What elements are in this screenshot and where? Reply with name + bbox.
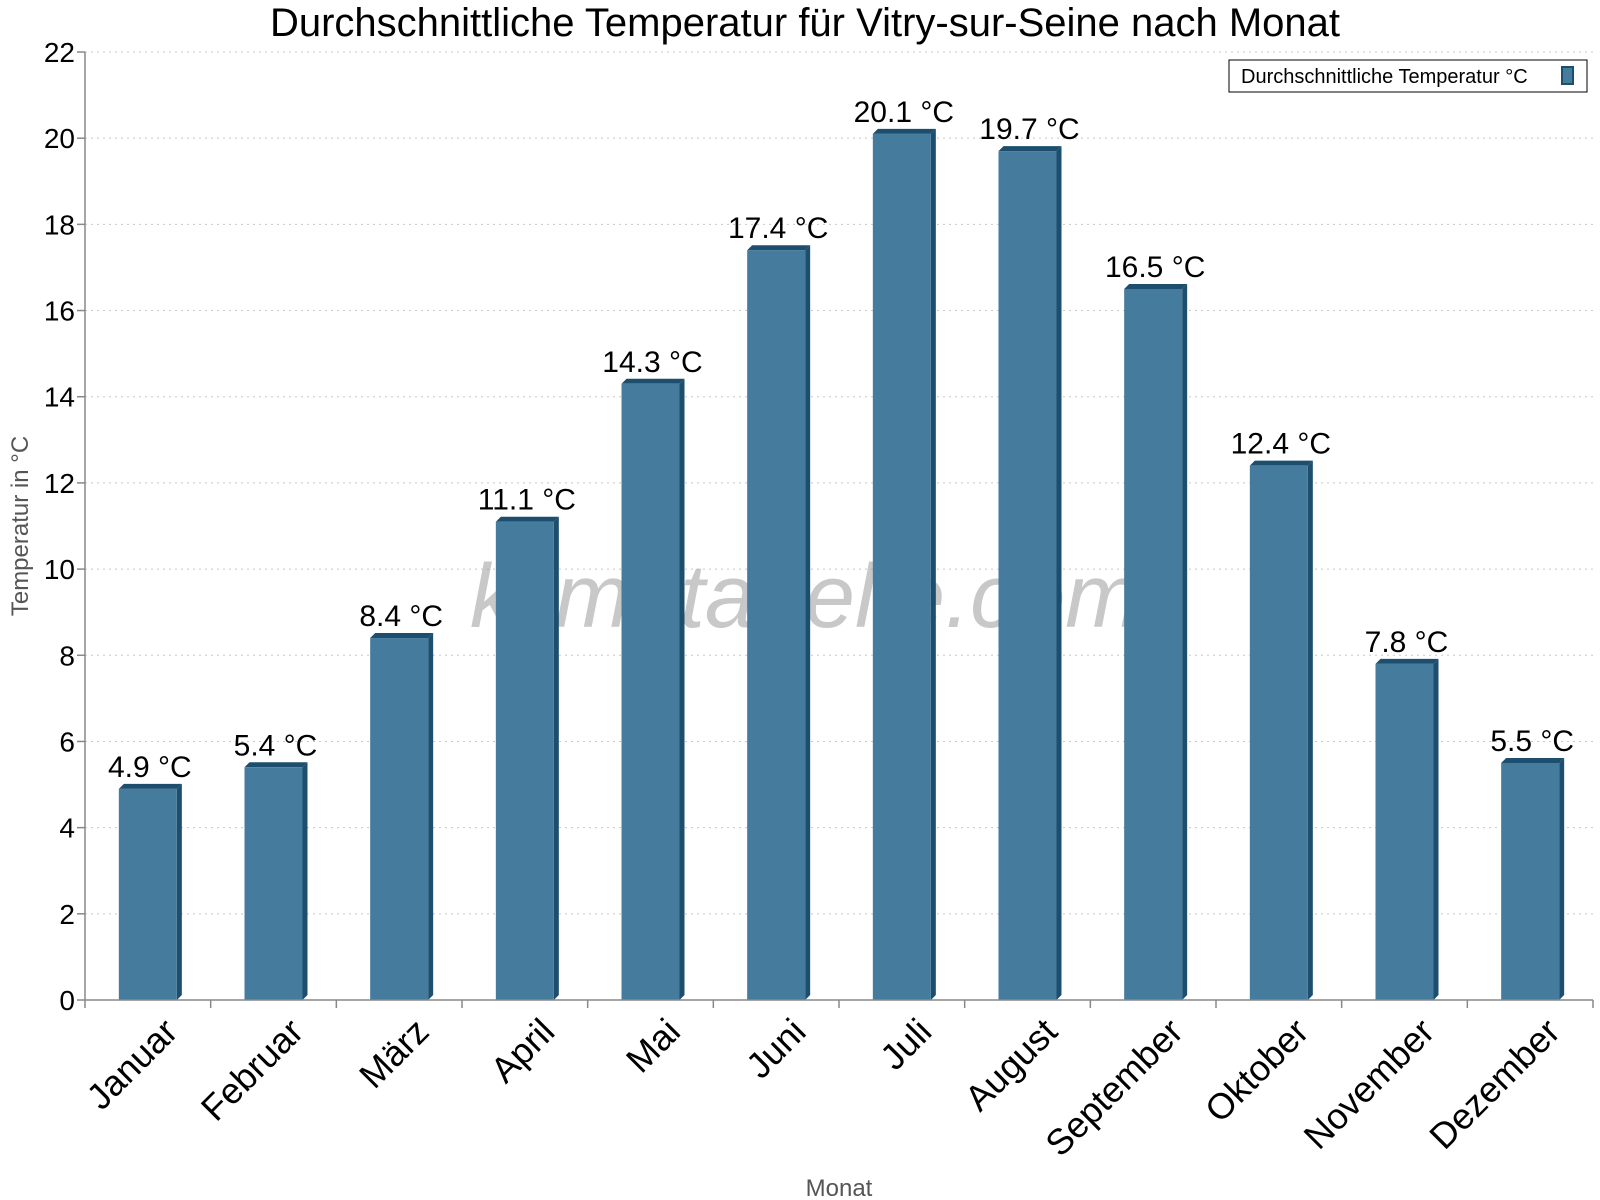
y-tick-label: 2 — [59, 899, 75, 930]
bar-face — [1249, 465, 1308, 1000]
bar-side — [1559, 758, 1565, 1000]
value-label: 7.8 °C — [1365, 626, 1449, 659]
bar-top — [998, 146, 1062, 152]
x-tick-label: Januar — [78, 1010, 185, 1117]
bar-top — [621, 378, 685, 384]
legend-label: Durchschnittliche Temperatur °C — [1241, 66, 1528, 88]
y-tick-label: 0 — [59, 985, 75, 1016]
x-tick-label: März — [351, 1010, 437, 1096]
bar — [621, 378, 685, 1000]
legend-swatch — [1561, 66, 1574, 85]
x-tick-label: September — [1037, 1010, 1191, 1164]
bar-top — [1124, 284, 1188, 289]
y-ticks: 0 2 4 6 8 10 12 14 16 18 20 22 — [44, 37, 85, 1016]
value-label: 19.7 °C — [979, 113, 1079, 146]
x-tick-label: Oktober — [1197, 1010, 1317, 1130]
bar-side — [930, 128, 936, 1000]
x-tick-label: November — [1296, 1010, 1442, 1156]
bar — [1375, 658, 1439, 1000]
bar-face — [370, 638, 429, 1000]
bar — [244, 762, 308, 1000]
bar-top — [1249, 460, 1313, 466]
y-axis-title: Temperatur in °C — [7, 436, 34, 616]
y-tick-label: 22 — [44, 37, 75, 68]
bar-top — [244, 762, 308, 768]
value-label: 5.4 °C — [234, 729, 318, 762]
x-ticks: Januar Februar März April Mai Juni Juli AugustS… — [78, 1000, 1594, 1164]
bar-side — [302, 762, 308, 1000]
value-label: 8.4 °C — [359, 600, 443, 633]
bar-top — [747, 245, 811, 251]
y-tick-label: 18 — [44, 209, 75, 240]
y-tick-label: 20 — [44, 123, 75, 154]
bar-top — [1375, 658, 1439, 664]
bar — [998, 146, 1062, 1001]
value-labels: 4.9 °C 5.4 °C 8.4 °C 11.1 °C 14.3 °C 17.4 °C 2… — [108, 96, 1574, 784]
bar-top — [872, 128, 936, 134]
y-tick-label: 6 — [59, 726, 75, 757]
bar — [1501, 758, 1565, 1000]
bar-face — [495, 521, 554, 1000]
bar — [1124, 284, 1188, 1000]
bar-face — [998, 151, 1057, 1001]
bar-face — [747, 250, 806, 1000]
bar-top — [118, 783, 182, 789]
bar-side — [679, 378, 685, 1000]
x-tick-label: Mai — [618, 1010, 688, 1080]
bar-side — [176, 783, 182, 1000]
value-label: 11.1 °C — [478, 484, 576, 517]
chart-title: Durchschnittliche Temperatur für Vitry-s… — [270, 1, 1340, 45]
y-tick-label: 8 — [59, 640, 75, 671]
bar-face — [621, 383, 680, 1000]
axes — [84, 52, 1593, 1001]
bar — [370, 633, 434, 1000]
y-tick-label: 16 — [44, 296, 75, 327]
bar — [118, 783, 182, 1000]
bar-side — [1433, 658, 1439, 1000]
y-tick-label: 4 — [59, 813, 75, 844]
bar-side — [1182, 284, 1188, 1000]
x-tick-label: Februar — [193, 1010, 311, 1128]
bar — [747, 245, 811, 1000]
bar-top — [1501, 758, 1565, 763]
value-label: 14.3 °C — [602, 346, 702, 379]
x-tick-label: Juni — [738, 1010, 814, 1086]
legend: Durchschnittliche Temperatur °C — [1228, 59, 1588, 93]
value-label: 20.1 °C — [854, 96, 954, 129]
legend-box — [1228, 59, 1588, 93]
bar-top — [495, 516, 559, 522]
value-label: 5.5 °C — [1490, 725, 1574, 758]
x-tick-label: August — [957, 1010, 1065, 1118]
bar-face — [1501, 763, 1560, 1000]
bar — [1249, 460, 1313, 1000]
bar-series — [118, 128, 1565, 1001]
value-label: 16.5 °C — [1105, 251, 1205, 284]
bar-face — [118, 788, 177, 1000]
x-tick-label: April — [482, 1010, 562, 1090]
bar-face — [872, 133, 931, 1000]
bar — [495, 516, 559, 1000]
value-label: 12.4 °C — [1231, 428, 1331, 461]
gridlines — [85, 51, 1593, 915]
x-axis-title: Monat — [806, 1175, 873, 1200]
bar — [872, 128, 936, 1000]
bar-side — [1307, 460, 1313, 1000]
bar-top — [370, 633, 434, 639]
x-tick-label: Dezember — [1421, 1010, 1567, 1156]
y-tick-label: 14 — [44, 382, 75, 413]
y-tick-label: 10 — [44, 554, 75, 585]
bar-side — [805, 245, 811, 1000]
bar-face — [244, 767, 303, 1000]
bar-side — [1056, 146, 1062, 1001]
y-tick-label: 12 — [44, 468, 75, 499]
bar-side — [428, 633, 434, 1000]
x-tick-label: Juli — [872, 1010, 939, 1077]
value-label: 17.4 °C — [728, 212, 828, 245]
bar-face — [1124, 289, 1183, 1000]
value-label: 4.9 °C — [108, 751, 192, 784]
bar-face — [1375, 663, 1434, 1000]
bar-side — [553, 516, 559, 1000]
